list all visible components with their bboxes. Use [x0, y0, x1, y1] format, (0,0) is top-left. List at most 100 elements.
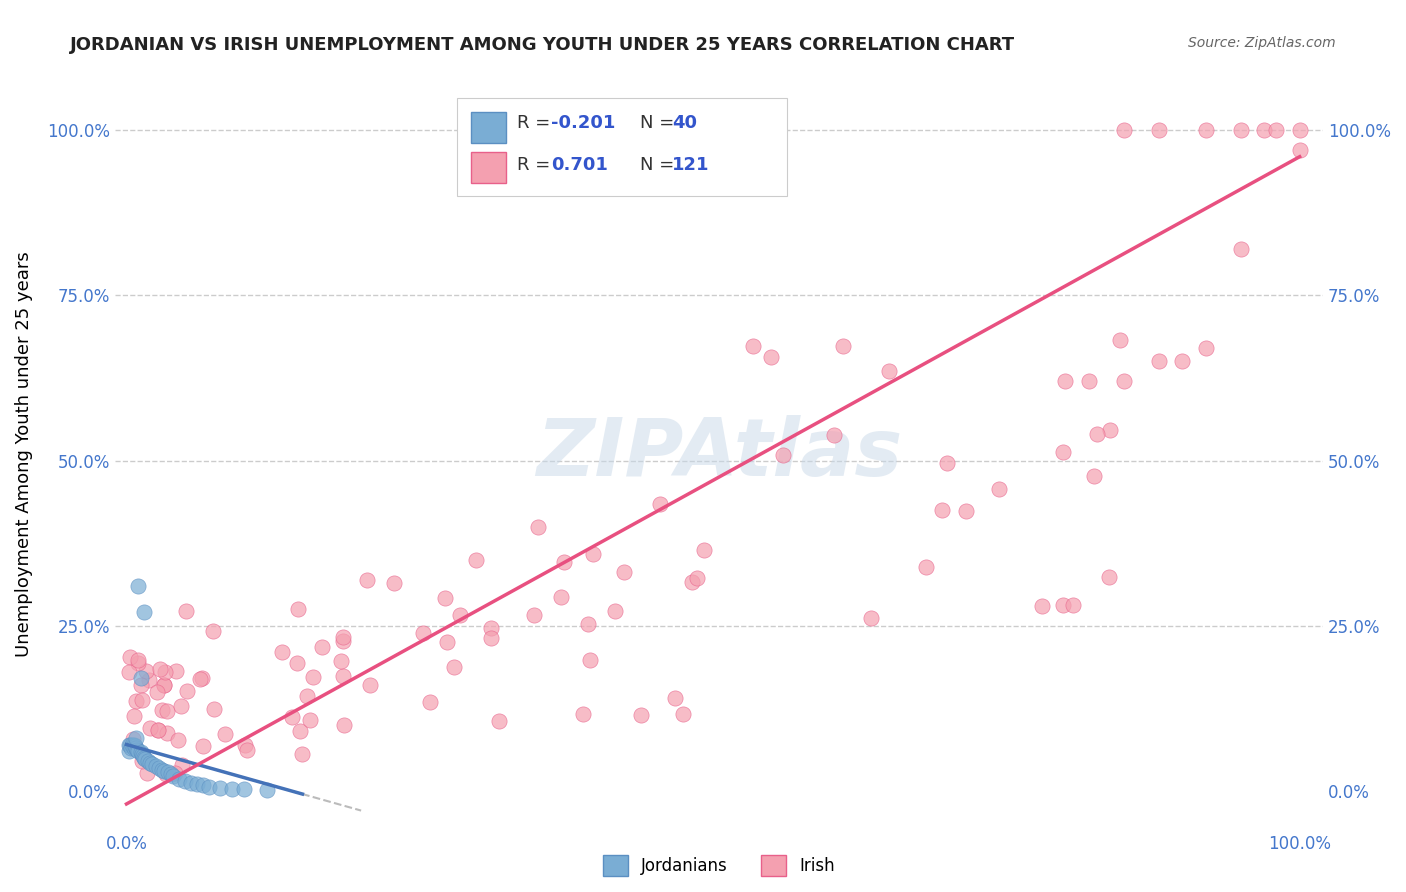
Point	[291, 747, 314, 761]
Text: R =: R =	[517, 156, 557, 174]
Point	[163, 765, 186, 780]
Point	[146, 684, 169, 698]
Point	[1112, 123, 1135, 137]
Point	[1083, 469, 1105, 483]
Point	[860, 611, 883, 625]
Point	[121, 738, 143, 752]
Point	[356, 573, 378, 587]
Point	[1265, 123, 1288, 137]
Point	[295, 689, 318, 703]
Point	[141, 757, 163, 772]
Point	[443, 660, 465, 674]
Point	[332, 630, 354, 644]
Point	[936, 457, 959, 471]
Text: -0.201: -0.201	[551, 114, 616, 132]
Point	[686, 571, 709, 585]
Point	[270, 645, 292, 659]
Point	[877, 364, 900, 378]
Point	[915, 560, 938, 574]
Point	[122, 709, 145, 723]
Point	[132, 606, 155, 620]
Text: N =: N =	[640, 114, 679, 132]
Point	[987, 483, 1010, 497]
Point	[759, 350, 782, 364]
Point	[145, 758, 167, 772]
Point	[190, 672, 212, 686]
Point	[232, 782, 254, 797]
Point	[169, 772, 191, 786]
Point	[479, 621, 502, 635]
Point	[170, 758, 193, 772]
Text: 0.701: 0.701	[551, 156, 607, 174]
Point	[122, 738, 145, 752]
Point	[174, 605, 197, 619]
Point	[464, 552, 486, 566]
Point	[120, 740, 142, 755]
Text: Source: ZipAtlas.com: Source: ZipAtlas.com	[1188, 36, 1336, 50]
Point	[1098, 570, 1121, 584]
Point	[772, 448, 794, 462]
Point	[256, 783, 278, 797]
Point	[214, 727, 236, 741]
Point	[235, 743, 257, 757]
Point	[1171, 354, 1194, 368]
Point	[150, 763, 173, 777]
Point	[287, 602, 309, 616]
Point	[127, 656, 149, 670]
Y-axis label: Unemployment Among Youth under 25 years: Unemployment Among Youth under 25 years	[15, 251, 32, 657]
Text: JORDANIAN VS IRISH UNEMPLOYMENT AMONG YOUTH UNDER 25 YEARS CORRELATION CHART: JORDANIAN VS IRISH UNEMPLOYMENT AMONG YO…	[70, 36, 1015, 54]
Text: ZIPAtlas: ZIPAtlas	[536, 415, 903, 493]
Point	[127, 653, 149, 667]
Point	[664, 690, 686, 705]
Point	[153, 678, 176, 692]
Point	[1288, 123, 1310, 137]
Point	[162, 769, 184, 783]
Point	[382, 576, 405, 591]
Point	[156, 765, 179, 780]
Point	[202, 624, 225, 638]
Point	[1230, 242, 1253, 256]
Point	[155, 704, 177, 718]
Point	[412, 625, 434, 640]
Point	[136, 765, 159, 780]
Point	[125, 731, 148, 745]
Point	[1062, 598, 1084, 612]
Point	[174, 773, 197, 788]
Point	[1253, 123, 1275, 137]
Point	[281, 709, 304, 723]
Point	[153, 665, 176, 680]
Point	[1031, 599, 1053, 613]
Point	[1112, 374, 1135, 388]
Point	[332, 633, 354, 648]
Point	[332, 718, 354, 732]
Point	[148, 761, 170, 775]
Point	[681, 575, 703, 590]
Point	[576, 617, 599, 632]
Point	[191, 739, 214, 753]
Point	[581, 547, 603, 561]
Point	[148, 723, 170, 737]
Point	[153, 678, 176, 692]
Point	[180, 776, 202, 790]
Point	[742, 339, 765, 353]
Point	[1053, 374, 1076, 388]
Point	[572, 707, 595, 722]
Point	[150, 703, 173, 717]
Point	[931, 503, 953, 517]
Point	[165, 664, 187, 678]
Point	[613, 565, 636, 579]
Point	[1288, 143, 1310, 157]
Point	[131, 747, 153, 762]
Point	[125, 740, 148, 755]
Point	[1147, 354, 1170, 368]
Point	[148, 662, 170, 676]
Text: N =: N =	[640, 156, 679, 174]
Point	[121, 731, 143, 746]
Point	[132, 749, 155, 764]
Point	[118, 738, 141, 752]
Point	[419, 695, 441, 709]
Point	[124, 739, 146, 753]
Point	[648, 497, 671, 511]
Point	[832, 339, 855, 353]
Point	[299, 713, 322, 727]
